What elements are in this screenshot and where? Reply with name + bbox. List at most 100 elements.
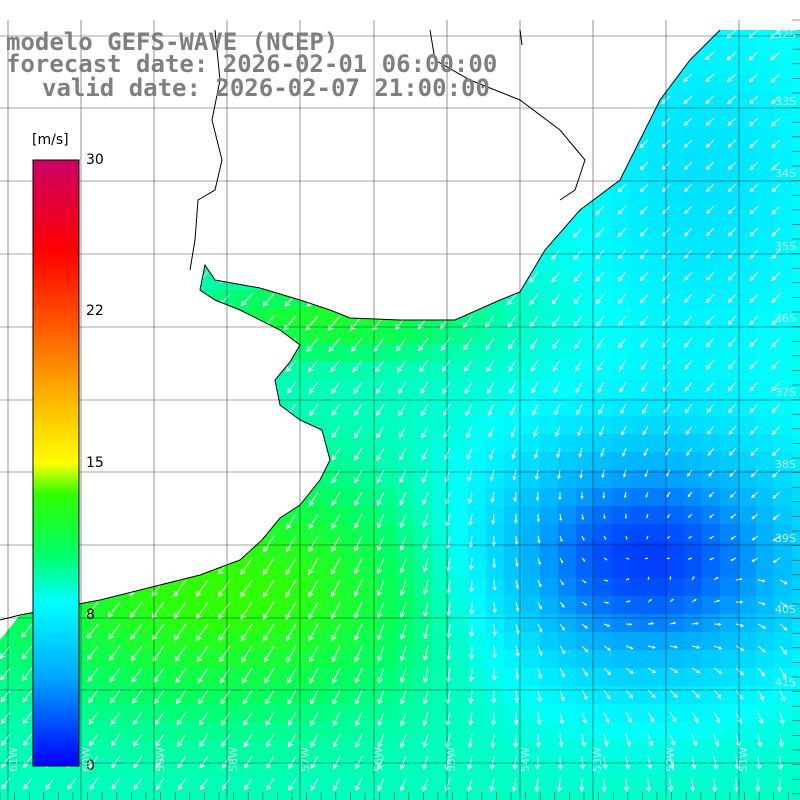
- data-cell: [504, 776, 523, 795]
- wind-arrow: [110, 359, 121, 371]
- data-cell: [720, 560, 739, 579]
- wind-arrow: [581, 733, 587, 748]
- data-cell: [774, 650, 793, 669]
- data-cell: [756, 506, 775, 525]
- wind-arrow: [598, 403, 605, 415]
- wind-arrow: [373, 161, 385, 173]
- data-cell: [540, 380, 559, 399]
- data-cell: [612, 776, 631, 795]
- data-cell: [504, 632, 523, 651]
- data-cell: [252, 272, 271, 291]
- data-cell: [198, 362, 217, 381]
- data-cell: [396, 614, 415, 633]
- wind-arrow: [466, 777, 473, 792]
- data-cell: [756, 470, 775, 489]
- data-cell: [180, 596, 199, 615]
- data-cell: [558, 110, 577, 129]
- data-cell: [162, 434, 181, 453]
- data-cell: [756, 524, 775, 543]
- wind-arrow: [418, 227, 429, 239]
- data-cell: [576, 686, 595, 705]
- wind-arrow: [727, 359, 737, 370]
- data-cell: [756, 290, 775, 309]
- wind-arrow: [595, 139, 605, 149]
- data-cell: [360, 434, 379, 453]
- wind-arrow: [603, 733, 609, 747]
- data-cell: [90, 398, 109, 417]
- data-cell: [0, 614, 19, 633]
- wind-arrow: [771, 139, 781, 149]
- data-cell: [792, 596, 800, 615]
- data-cell: [792, 326, 800, 345]
- wind-arrow: [89, 777, 99, 791]
- data-cell: [234, 146, 253, 165]
- data-cell: [360, 488, 379, 507]
- wind-arrow: [691, 733, 698, 747]
- data-cell: [360, 560, 379, 579]
- data-cell: [432, 254, 451, 273]
- data-cell: [432, 380, 451, 399]
- lon-label-56w: 56W: [372, 747, 385, 772]
- data-cell: [162, 776, 181, 795]
- data-cell: [468, 704, 487, 723]
- wind-arrow: [175, 315, 187, 328]
- data-cell: [306, 146, 325, 165]
- data-cell: [720, 398, 739, 417]
- data-cell: [594, 56, 613, 75]
- data-cell: [126, 110, 145, 129]
- wind-arrow: [600, 447, 605, 458]
- wind-arrow: [776, 777, 783, 793]
- data-cell: [180, 182, 199, 201]
- data-cell: [576, 740, 595, 759]
- wind-arrow: [559, 601, 565, 608]
- wind-arrow: [726, 51, 737, 61]
- data-cell: [342, 308, 361, 327]
- wind-arrow: [709, 557, 715, 561]
- wind-arrow: [132, 689, 143, 704]
- data-cell: [504, 578, 523, 597]
- data-cell: [504, 398, 523, 417]
- data-cell: [540, 650, 559, 669]
- data-cell: [90, 362, 109, 381]
- data-cell: [0, 164, 19, 183]
- data-cell: [774, 578, 793, 597]
- colorbar-tick-0: 0: [86, 758, 95, 774]
- data-cell: [450, 452, 469, 471]
- wind-arrow: [399, 491, 407, 506]
- wind-arrow: [580, 491, 584, 500]
- wind-arrow: [0, 667, 11, 681]
- data-cell: [468, 614, 487, 633]
- data-cell: [198, 236, 217, 255]
- data-cell: [90, 704, 109, 723]
- data-cell: [594, 398, 613, 417]
- wind-arrow: [691, 711, 699, 723]
- data-cell: [234, 236, 253, 255]
- data-cell: [324, 344, 343, 363]
- wind-arrow: [683, 73, 693, 83]
- data-cell: [666, 596, 685, 615]
- wind-arrow: [175, 667, 187, 684]
- wind-arrow: [376, 447, 385, 461]
- data-cell: [792, 272, 800, 291]
- data-cell: [738, 272, 757, 291]
- wind-arrow: [395, 183, 407, 195]
- wind-arrow: [484, 205, 495, 217]
- data-cell: [144, 794, 163, 800]
- wind-arrow: [464, 359, 473, 373]
- wind-arrow: [242, 381, 253, 394]
- wind-arrow: [596, 337, 605, 349]
- data-cell: [702, 596, 721, 615]
- data-cell: [252, 776, 271, 795]
- data-cell: [0, 146, 19, 165]
- wind-arrow: [196, 535, 209, 552]
- data-cell: [216, 704, 235, 723]
- data-cell: [666, 164, 685, 183]
- data-cell: [342, 344, 361, 363]
- wind-arrow: [465, 403, 473, 417]
- data-cell: [108, 758, 127, 777]
- colorbar-units: [m/s]: [32, 132, 69, 148]
- wind-arrow: [198, 425, 209, 438]
- data-cell: [756, 56, 775, 75]
- data-cell: [108, 740, 127, 759]
- data-cell: [288, 578, 307, 597]
